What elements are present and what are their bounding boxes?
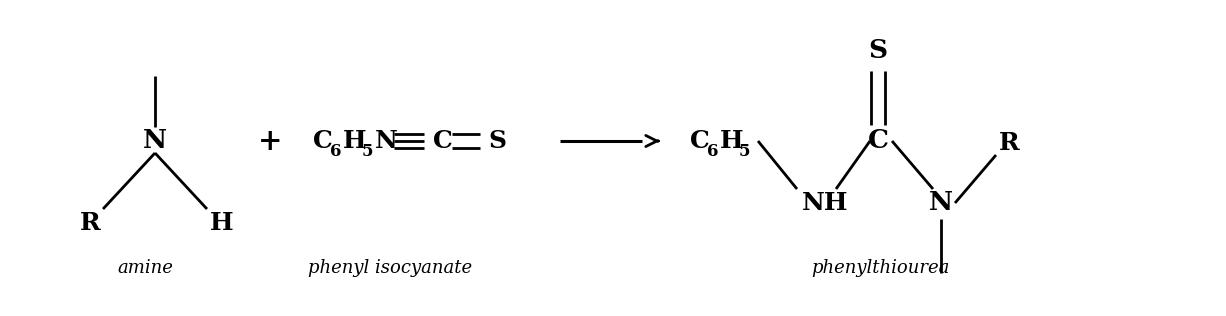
Text: phenylthiourea: phenylthiourea — [810, 259, 949, 277]
Text: N: N — [143, 129, 167, 154]
Text: C: C — [433, 129, 452, 153]
Text: R: R — [80, 211, 101, 235]
Text: 6: 6 — [330, 143, 342, 160]
Text: C: C — [690, 129, 710, 153]
Text: S: S — [868, 39, 888, 64]
Text: H: H — [210, 211, 234, 235]
Text: phenyl isocyanate: phenyl isocyanate — [308, 259, 472, 277]
Text: 5: 5 — [739, 143, 750, 160]
Text: NH: NH — [802, 191, 848, 215]
Text: 6: 6 — [707, 143, 718, 160]
Text: C: C — [868, 129, 889, 154]
Text: C: C — [313, 129, 333, 153]
Text: 5: 5 — [362, 143, 374, 160]
Text: S: S — [488, 129, 506, 153]
Text: N: N — [375, 129, 398, 153]
Text: N: N — [929, 191, 953, 216]
Text: +: + — [257, 126, 282, 155]
Text: H: H — [343, 129, 367, 153]
Text: amine: amine — [116, 259, 173, 277]
Text: R: R — [999, 131, 1019, 155]
Text: H: H — [720, 129, 744, 153]
